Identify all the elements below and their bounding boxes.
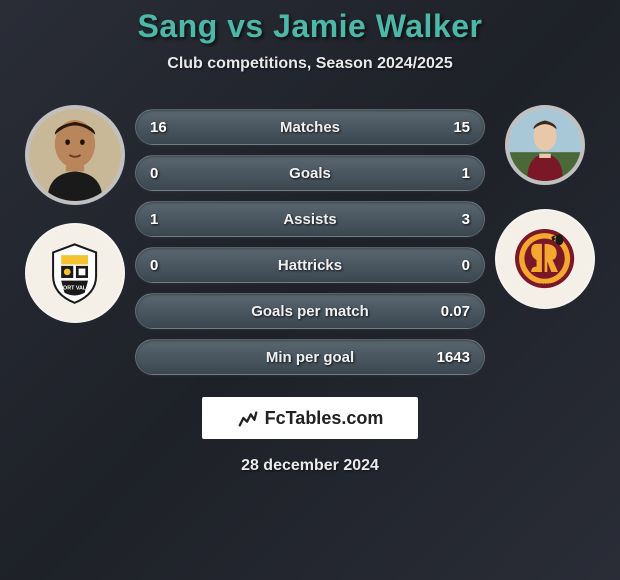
stat-left-value: 1 (150, 211, 180, 228)
stat-label: Assists (283, 211, 336, 228)
svg-text:BANTAMS: BANTAMS (535, 282, 555, 287)
stat-bars: 16 Matches 15 0 Goals 1 1 Assists 3 0 Ha… (135, 101, 485, 375)
stat-right-value: 1643 (437, 349, 470, 366)
stat-left-value: 16 (150, 119, 180, 136)
stat-row-goals-per-match: Goals per match 0.07 (135, 293, 485, 329)
stat-row-matches: 16 Matches 15 (135, 109, 485, 145)
page-subtitle: Club competitions, Season 2024/2025 (167, 55, 452, 73)
stat-right-value: 0 (440, 257, 470, 274)
stat-left-value: 0 (150, 165, 180, 182)
player-avatar-right (505, 105, 585, 185)
stat-row-min-per-goal: Min per goal 1643 (135, 339, 485, 375)
brand-text: FcTables.com (265, 408, 384, 429)
left-column: PORT VALE (15, 101, 135, 323)
stat-left-value: 0 (150, 257, 180, 274)
player-avatar-left (25, 105, 125, 205)
stat-right-value: 1 (440, 165, 470, 182)
stat-label: Hattricks (278, 257, 342, 274)
club-crest-right: BANTAMS (495, 209, 595, 309)
chart-icon (237, 407, 259, 429)
stat-label: Min per goal (266, 349, 354, 366)
brand-logo: FcTables.com (202, 397, 418, 439)
page-title: Sang vs Jamie Walker (138, 8, 483, 45)
stat-label: Goals (289, 165, 331, 182)
stat-row-goals: 0 Goals 1 (135, 155, 485, 191)
stat-right-value: 0.07 (440, 303, 470, 320)
stat-label: Goals per match (251, 303, 369, 320)
svg-text:PORT VALE: PORT VALE (60, 286, 91, 292)
right-column: BANTAMS (485, 101, 605, 309)
club-crest-left: PORT VALE (25, 223, 125, 323)
footer-date: 28 december 2024 (241, 457, 379, 475)
stat-right-value: 3 (440, 211, 470, 228)
stat-label: Matches (280, 119, 340, 136)
stat-right-value: 15 (440, 119, 470, 136)
stats-area: PORT VALE 16 Matches 15 0 Goals 1 1 Assi… (0, 101, 620, 375)
stat-row-hattricks: 0 Hattricks 0 (135, 247, 485, 283)
page-container: Sang vs Jamie Walker Club competitions, … (0, 0, 620, 580)
stat-row-assists: 1 Assists 3 (135, 201, 485, 237)
